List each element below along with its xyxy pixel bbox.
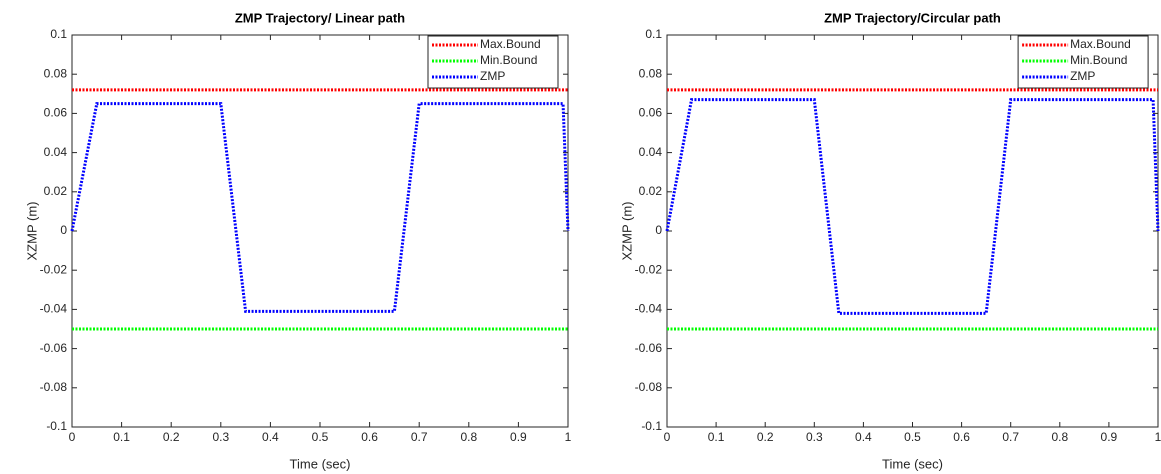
legend-label: Max.Bound (1070, 37, 1131, 51)
y-tick-label: 0.1 (50, 27, 67, 41)
x-axis-label: Time (sec) (882, 456, 943, 471)
y-tick-label: -0.08 (635, 380, 663, 394)
x-tick-label: 0.8 (1051, 430, 1068, 444)
x-tick-label: 0.1 (708, 430, 725, 444)
y-tick-label: -0.1 (46, 419, 67, 433)
plot-area (71, 34, 569, 428)
x-tick-label: 0.1 (113, 430, 130, 444)
y-tick-label: 0.02 (639, 184, 663, 198)
y-tick-label: -0.02 (635, 262, 663, 276)
y-tick-label: -0.08 (40, 380, 68, 394)
x-tick-label: 0.3 (212, 430, 229, 444)
x-tick-label: 0.3 (806, 430, 823, 444)
x-tick-label: 1 (1155, 430, 1161, 444)
x-tick-label: 0.5 (312, 430, 329, 444)
y-tick-label: 0 (60, 223, 67, 237)
y-tick-label: 0.06 (44, 106, 68, 120)
x-tick-label: 0.2 (163, 430, 180, 444)
x-tick-label: 0.6 (953, 430, 970, 444)
legend-label: Min.Bound (480, 53, 537, 67)
chart-title: ZMP Trajectory/Circular path (824, 10, 1001, 25)
legend: Max.Bound Min.Bound ZMP (1017, 35, 1149, 89)
x-tick-label: 0.4 (262, 430, 279, 444)
legend-label: Min.Bound (1070, 53, 1127, 67)
x-tick-label: 0.2 (757, 430, 774, 444)
y-tick-label: 0.04 (44, 145, 68, 159)
series-line (665, 98, 1160, 315)
y-tick-label: -0.02 (40, 262, 68, 276)
x-tick-label: 0.7 (1002, 430, 1019, 444)
x-tick-label: 0.8 (460, 430, 477, 444)
x-tick-label: 0.9 (510, 430, 527, 444)
y-tick-label: 0.1 (645, 27, 662, 41)
x-tick-label: 0.6 (361, 430, 378, 444)
y-axis-label: XZMP (m) (24, 202, 39, 261)
y-axis-label: XZMP (m) (619, 202, 634, 261)
x-tick-label: 0.5 (904, 430, 921, 444)
x-tick-label: 0 (69, 430, 76, 444)
x-tick-label: 0 (664, 430, 671, 444)
y-tick-label: 0.04 (639, 145, 663, 159)
x-tick-label: 0.7 (411, 430, 428, 444)
y-tick-label: -0.04 (40, 302, 68, 316)
y-tick-label: 0.02 (44, 184, 68, 198)
x-tick-label: 0.4 (855, 430, 872, 444)
y-tick-label: -0.06 (635, 341, 663, 355)
y-tick-label: 0.08 (639, 66, 663, 80)
plot-area (666, 34, 1159, 428)
legend-label: ZMP (1070, 69, 1095, 83)
y-tick-label: -0.1 (641, 419, 662, 433)
x-tick-label: 1 (565, 430, 572, 444)
legend-label: ZMP (480, 69, 505, 83)
y-tick-label: 0.06 (639, 106, 663, 120)
y-tick-label: -0.04 (635, 302, 663, 316)
legend: Max.Bound Min.Bound ZMP (427, 35, 559, 89)
y-tick-label: 0.08 (44, 66, 68, 80)
x-tick-label: 0.9 (1101, 430, 1118, 444)
legend-label: Max.Bound (480, 37, 541, 51)
y-tick-label: 0 (655, 223, 662, 237)
chart-title: ZMP Trajectory/ Linear path (235, 10, 405, 25)
series-line (70, 102, 570, 313)
y-tick-label: -0.06 (40, 341, 68, 355)
x-axis-label: Time (sec) (290, 456, 351, 471)
